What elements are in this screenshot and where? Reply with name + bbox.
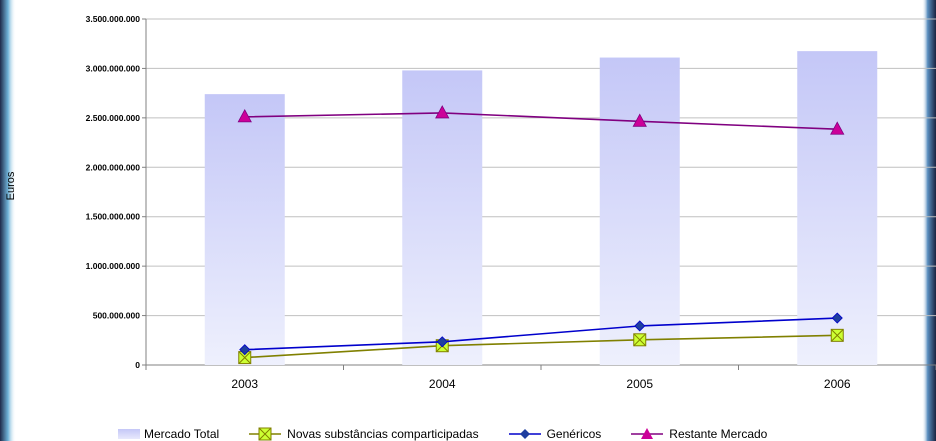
point [831, 312, 843, 324]
legend-entry: Novas substâncias comparticipadas [247, 427, 479, 441]
y-tick-label: 0 [135, 360, 140, 370]
point-cross [238, 351, 252, 364]
right-edge-decoration [922, 0, 936, 441]
legend-label: Restante Mercado [669, 427, 768, 441]
point [237, 109, 252, 123]
y-tick-label: 2.000.000.000 [86, 162, 141, 172]
legend-label: Genéricos [546, 427, 602, 441]
legend-entry: Genéricos [507, 427, 602, 441]
left-edge-decoration [0, 0, 16, 441]
x-tick-label: 2006 [824, 377, 851, 391]
x-tick-label: 2003 [231, 377, 258, 391]
y-tick-label: 3.000.000.000 [86, 63, 141, 73]
y-tick-label: 500.000.000 [93, 311, 141, 321]
point [239, 344, 251, 356]
point [436, 336, 448, 348]
y-tick-label: 1.000.000.000 [86, 261, 141, 271]
legend-swatch [118, 429, 140, 439]
series-line [244, 112, 838, 131]
legend-swatch [249, 427, 282, 441]
point-cross [633, 333, 647, 347]
bar [599, 57, 680, 365]
y-tick-label: 3.500.000.000 [86, 14, 141, 24]
point [830, 121, 845, 135]
bar [204, 94, 285, 365]
point [634, 320, 646, 332]
x-tick-label: 2005 [626, 377, 653, 391]
legend-swatch [508, 429, 541, 439]
point-cross [830, 328, 844, 342]
point [435, 105, 450, 119]
legend-label: Mercado Total [144, 427, 220, 441]
y-tick-label: 1.500.000.000 [86, 212, 141, 222]
point [632, 113, 647, 127]
legend: Mercado Total Novas substâncias compartic… [118, 427, 767, 441]
y-axis-title: Euros [5, 171, 17, 201]
x-tick-label: 2004 [429, 377, 456, 391]
legend-entry: Restante Mercado [629, 427, 767, 441]
bar [402, 70, 483, 366]
legend-swatch [631, 428, 664, 439]
y-tick-label: 2.500.000.000 [86, 113, 141, 123]
series-line [244, 334, 838, 359]
series-line [244, 317, 838, 351]
legend-entry: Mercado Total [118, 427, 219, 441]
legend-label: Novas substâncias comparticipadas [287, 427, 479, 441]
